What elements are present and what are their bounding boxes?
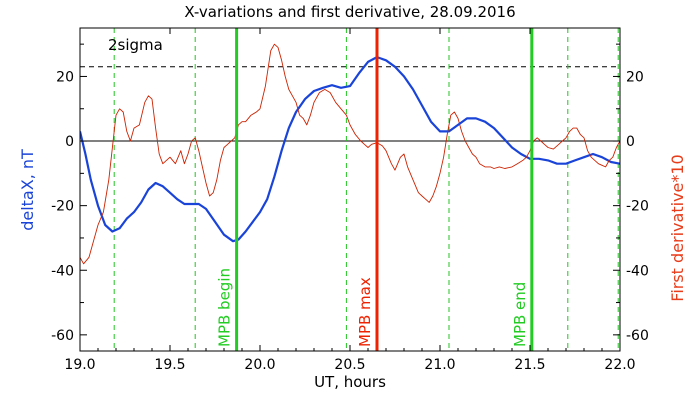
x-tick-label-1: 19.5 [154, 357, 185, 373]
x-tick-label-3: 20.5 [334, 357, 365, 373]
y-tick-label-right-1: -40 [626, 263, 649, 279]
marker-label-2: MPB end [511, 282, 529, 347]
x-tick-label-4: 21.0 [424, 357, 455, 373]
series-line-1 [80, 43, 620, 265]
y-tick-label-right-0: -60 [626, 328, 649, 344]
x-axis-label: UT, hours [314, 373, 386, 391]
y-tick-label-left-0: -60 [51, 328, 74, 344]
x-tick-label-6: 22.0 [604, 357, 635, 373]
y-tick-label-left-4: 20 [56, 69, 74, 85]
y-axis-left-label: deltaX, nT [18, 149, 37, 231]
y-tick-label-right-2: -20 [626, 199, 649, 215]
y-tick-label-left-1: -40 [51, 263, 74, 279]
marker-label-0: MPB begin [216, 268, 234, 347]
y-tick-label-left-2: -20 [51, 199, 74, 215]
x-tick-label-2: 20.0 [244, 357, 275, 373]
series-line-0 [80, 55, 620, 243]
y-tick-label-right-4: 20 [626, 69, 644, 85]
threshold-label: 2sigma [108, 36, 163, 54]
x-tick-label-0: 19.0 [64, 357, 95, 373]
x-tick-label-5: 21.5 [514, 357, 545, 373]
y-tick-label-left-3: 0 [65, 134, 74, 150]
plot-frame [79, 27, 621, 352]
y-axis-right-label: First derivative*10 [668, 154, 687, 301]
marker-label-1: MPB max [356, 277, 374, 347]
chart-title: X-variations and first derivative, 28.09… [184, 3, 515, 21]
y-tick-label-right-3: 0 [626, 134, 635, 150]
